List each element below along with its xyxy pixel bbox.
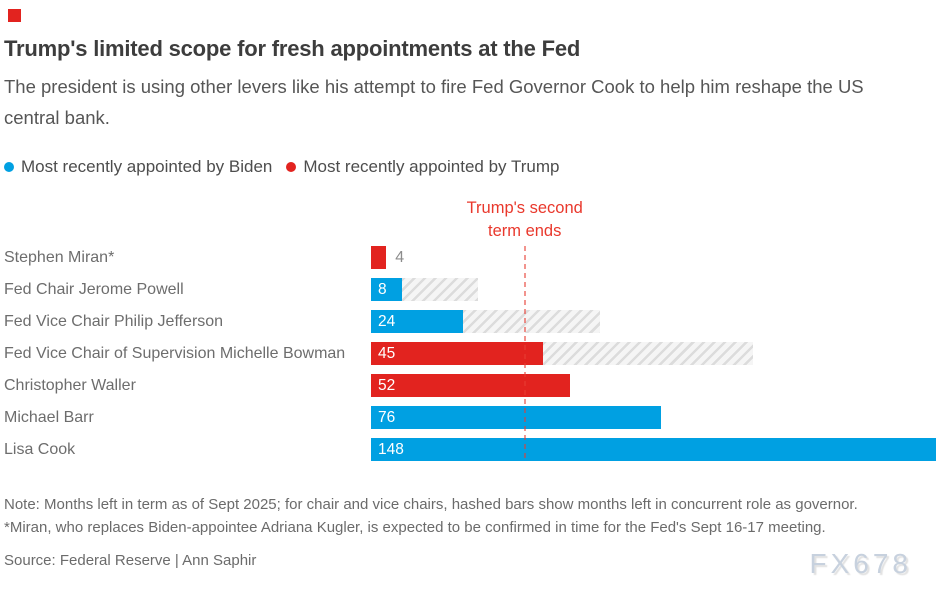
bar-value: 8 [378, 281, 387, 298]
page-title: Trump's limited scope for fresh appointm… [4, 36, 581, 61]
watermark: FX678 [809, 548, 912, 579]
bar-row-label: Lisa Cook [4, 441, 76, 458]
bar: 45 [371, 342, 543, 365]
bar-area: 52 [371, 374, 936, 397]
bar-row-label: Stephen Miran* [4, 249, 115, 266]
term-end-annotation: Trump's second term ends [467, 197, 583, 243]
legend-label: Most recently appointed by Trump [303, 157, 560, 176]
bar-row: Michael Barr 76 [4, 406, 936, 429]
bar: 24 [371, 310, 463, 333]
bar-rows: Stephen Miran* 4 Fed Chair Jerome Powell 8 F… [4, 246, 936, 470]
bar-row-label: Fed Vice Chair Philip Jefferson [4, 313, 224, 330]
footnote-line: *Miran, who replaces Biden-appointee Adr… [4, 519, 826, 536]
footnote-line: Note: Months left in term as of Sept 202… [4, 496, 858, 513]
bar: 148 [371, 438, 936, 461]
bar-value: 52 [378, 377, 396, 394]
bar-row: Stephen Miran* 4 [4, 246, 936, 269]
bar: 52 [371, 374, 570, 397]
bar-area: 4 [371, 246, 936, 269]
bar-row: Fed Chair Jerome Powell 8 [4, 278, 936, 301]
bar-row-label: Christopher Waller [4, 377, 136, 394]
bar-area: 45 [371, 342, 936, 365]
bar-value: 45 [378, 345, 396, 362]
legend: Most recently appointed by Biden Most rec… [4, 157, 936, 177]
bar-row: Fed Vice Chair of Supervision Michelle B… [4, 342, 936, 365]
chart-subtitle: The president is using other levers like… [4, 76, 864, 128]
bar-row-label: Fed Vice Chair of Supervision Michelle B… [4, 345, 346, 362]
legend-label: Most recently appointed by Biden [21, 157, 273, 176]
bar-row: Lisa Cook 148 [4, 438, 936, 461]
legend-dot-icon [286, 162, 297, 172]
red-square-marker [8, 9, 21, 22]
term-end-dashed-line [523, 246, 527, 462]
hash-bar [401, 278, 478, 301]
legend-item: Most recently appointed by Biden [4, 157, 272, 177]
bar-value: 148 [378, 441, 404, 458]
bar-chart: Trump's second term ends Stephen Miran* 4 F… [4, 191, 936, 462]
bar-area: 24 [371, 310, 936, 333]
annotation-line: Trump's second [466, 199, 583, 217]
bar-row: Fed Vice Chair Philip Jefferson 24 [4, 310, 936, 333]
bar-row-label: Fed Chair Jerome Powell [4, 281, 184, 298]
bar-value: 24 [378, 313, 396, 330]
bar-area: 148 [371, 438, 936, 461]
bar-value: 76 [378, 409, 396, 426]
bar: 76 [371, 406, 662, 429]
annotation-line: term ends [488, 222, 562, 240]
bar-row-label: Michael Barr [4, 409, 94, 426]
source-line: Source: Federal Reserve | Ann Saphir [4, 552, 257, 569]
hash-bar [542, 342, 753, 365]
legend-item: Most recently appointed by Trump [286, 157, 559, 177]
legend-dot-icon [4, 162, 14, 172]
bar-area: 8 [371, 278, 936, 301]
footnotes: Note: Months left in term as of Sept 202… [4, 493, 936, 539]
hash-bar [462, 310, 601, 333]
bar-value: 4 [395, 249, 405, 266]
bar-row: Christopher Waller 52 [4, 374, 936, 397]
bar [371, 246, 387, 269]
bar-area: 76 [371, 406, 936, 429]
bar: 8 [371, 278, 402, 301]
